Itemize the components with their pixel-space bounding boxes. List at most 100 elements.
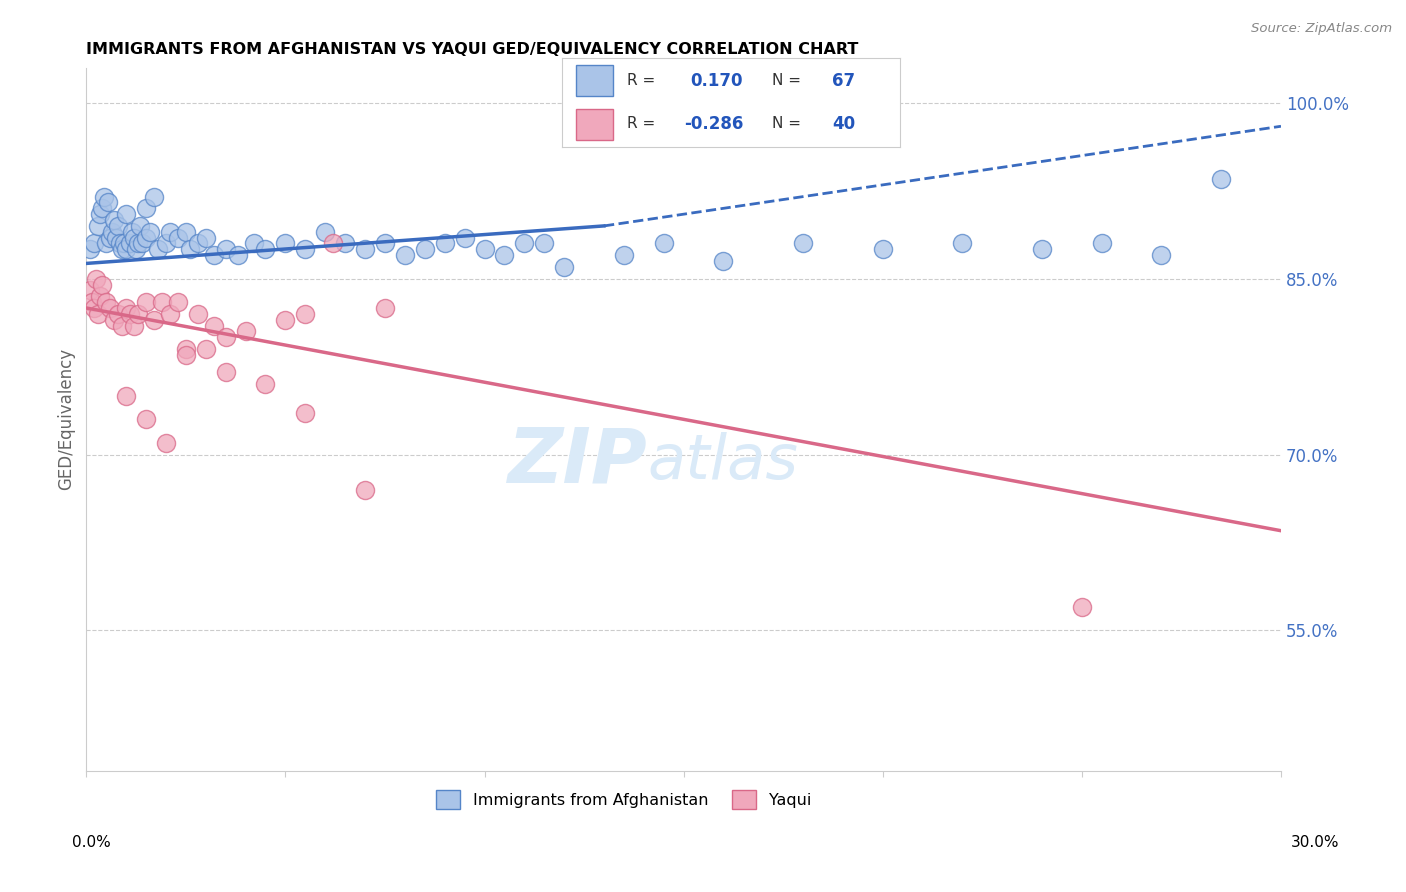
Point	[394, 248, 416, 262]
Point	[79, 284, 101, 298]
Point	[115, 389, 138, 403]
Point	[105, 230, 128, 244]
Point	[1150, 248, 1173, 262]
Point	[122, 318, 145, 333]
Point	[202, 318, 225, 333]
Point	[107, 307, 129, 321]
Point	[143, 189, 166, 203]
Point	[187, 236, 209, 251]
Point	[93, 189, 115, 203]
Point	[155, 435, 177, 450]
Point	[87, 307, 110, 321]
Point	[1031, 243, 1053, 257]
Point	[235, 325, 257, 339]
Point	[533, 236, 555, 251]
Point	[652, 236, 675, 251]
Point	[83, 301, 105, 315]
Point	[354, 243, 377, 257]
FancyBboxPatch shape	[576, 65, 613, 96]
FancyBboxPatch shape	[576, 109, 613, 140]
Text: R =: R =	[627, 117, 655, 131]
Point	[97, 195, 120, 210]
Text: ZIP: ZIP	[508, 425, 648, 499]
Text: 40: 40	[832, 115, 855, 133]
Point	[453, 230, 475, 244]
Point	[294, 307, 316, 321]
Point	[98, 301, 121, 315]
Point	[108, 236, 131, 251]
Point	[187, 307, 209, 321]
Point	[96, 236, 118, 251]
Point	[96, 295, 118, 310]
Point	[115, 207, 138, 221]
Point	[354, 483, 377, 497]
Point	[322, 236, 344, 251]
Point	[872, 243, 894, 257]
Point	[125, 243, 148, 257]
Point	[1211, 172, 1233, 186]
Point	[103, 312, 125, 326]
Point	[91, 202, 114, 216]
Point	[950, 236, 973, 251]
Legend: Immigrants from Afghanistan, Yaqui: Immigrants from Afghanistan, Yaqui	[430, 783, 818, 816]
Point	[89, 289, 111, 303]
Point	[115, 243, 138, 257]
Point	[494, 248, 516, 262]
Point	[274, 236, 297, 251]
Text: 30.0%: 30.0%	[1291, 836, 1339, 850]
Text: 67: 67	[832, 71, 855, 90]
Point	[131, 236, 153, 251]
Point	[98, 230, 121, 244]
Point	[167, 295, 190, 310]
Point	[179, 243, 201, 257]
Point	[91, 277, 114, 292]
Point	[143, 312, 166, 326]
Point	[121, 225, 143, 239]
Point	[82, 295, 104, 310]
Point	[111, 243, 134, 257]
Point	[155, 236, 177, 251]
Point	[374, 301, 396, 315]
Point	[111, 318, 134, 333]
Point	[115, 301, 138, 315]
Point	[374, 236, 396, 251]
Point	[242, 236, 264, 251]
Point	[226, 248, 249, 262]
Point	[294, 243, 316, 257]
Point	[150, 295, 173, 310]
Point	[174, 342, 197, 356]
Point	[174, 348, 197, 362]
Point	[129, 219, 152, 233]
Text: R =: R =	[627, 73, 655, 88]
Point	[513, 236, 536, 251]
Point	[254, 243, 277, 257]
Point	[413, 243, 436, 257]
Text: atlas: atlas	[648, 432, 799, 491]
Point	[215, 243, 238, 257]
Point	[433, 236, 456, 251]
Point	[159, 225, 181, 239]
Text: 0.170: 0.170	[690, 71, 744, 90]
Point	[120, 307, 142, 321]
Text: -0.286: -0.286	[683, 115, 744, 133]
Point	[127, 307, 149, 321]
Point	[215, 330, 238, 344]
Point	[103, 213, 125, 227]
Point	[87, 219, 110, 233]
Point	[135, 295, 157, 310]
Point	[1070, 599, 1092, 614]
Point	[713, 254, 735, 268]
Point	[167, 230, 190, 244]
Point	[314, 225, 336, 239]
Point	[135, 412, 157, 426]
Text: IMMIGRANTS FROM AFGHANISTAN VS YAQUI GED/EQUIVALENCY CORRELATION CHART: IMMIGRANTS FROM AFGHANISTAN VS YAQUI GED…	[86, 42, 859, 57]
Point	[101, 225, 124, 239]
Point	[139, 225, 162, 239]
Point	[474, 243, 496, 257]
Text: Source: ZipAtlas.com: Source: ZipAtlas.com	[1251, 22, 1392, 36]
Point	[215, 366, 238, 380]
Point	[159, 307, 181, 321]
Point	[613, 248, 636, 262]
Point	[1091, 236, 1114, 251]
Point	[83, 236, 105, 251]
